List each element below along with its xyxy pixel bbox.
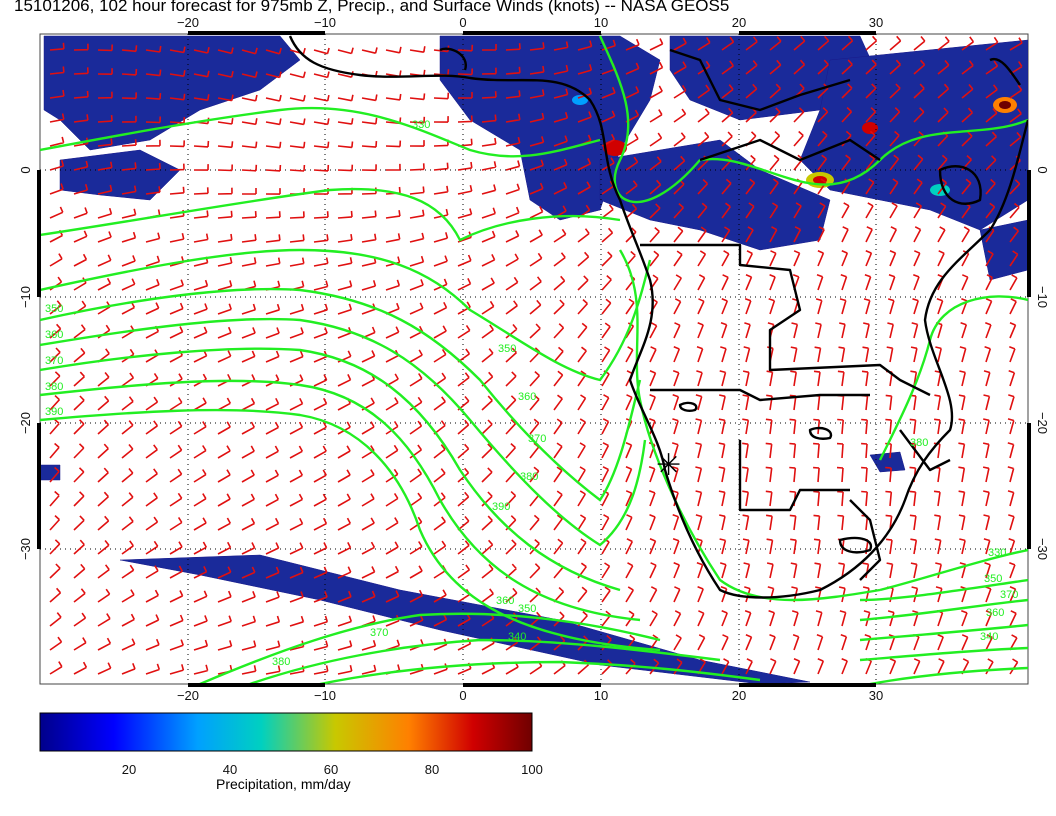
precip-sw [40, 464, 61, 481]
wind-barb-field [49, 35, 1023, 675]
lat-tick-left: 0 [18, 166, 33, 173]
contour-labels: 330 350 360 370 380 390 350 360 370 380 … [45, 119, 1018, 668]
lon-tick-top: 30 [869, 15, 883, 30]
colorbar-tick: 20 [122, 762, 136, 777]
contour-label: 370 [528, 433, 546, 445]
contour-label: 370 [1000, 589, 1018, 601]
colorbar-tick: 60 [324, 762, 338, 777]
lon-tick-top: 20 [732, 15, 746, 30]
lat-tick-right: −30 [1035, 538, 1050, 560]
contour-label: 390 [492, 501, 510, 513]
contour-label: 380 [272, 656, 290, 668]
lat-tick-left: −30 [18, 538, 33, 560]
lon-tick-bottom: 0 [459, 688, 466, 703]
colorbar-ticks: 20 40 60 80 100 [122, 762, 543, 777]
contour-label: 380 [45, 381, 63, 393]
lon-tick-bottom: 30 [869, 688, 883, 703]
colorbar [39, 712, 533, 752]
contour-label: 330 [412, 119, 430, 131]
lon-tick-bottom: −20 [177, 688, 199, 703]
contour-label: 330 [988, 547, 1006, 559]
left-lat-ticks: 0 −10 −20 −30 [18, 166, 33, 560]
top-lon-ticks: −20 −10 0 10 20 30 [177, 15, 883, 30]
contour-label: 370 [45, 355, 63, 367]
right-lat-ticks: 0 −10 −20 −30 [1035, 166, 1050, 560]
precip-congo [599, 139, 831, 251]
lon-tick-top: 0 [459, 15, 466, 30]
contour-label: 340 [980, 631, 998, 643]
contour-label: 390 [45, 406, 63, 418]
coastlines [288, 35, 1028, 599]
contour-label: 380 [910, 437, 928, 449]
contour-label: 360 [45, 329, 63, 341]
wind-barbs [49, 35, 1023, 675]
contour-label: 370 [370, 627, 388, 639]
lat-tick-right: −20 [1035, 412, 1050, 434]
contour-label: 360 [496, 595, 514, 607]
contour-label: 340 [508, 631, 526, 643]
precip-areas [40, 35, 1028, 684]
contour-label: 350 [984, 573, 1002, 585]
lat-tick-right: −10 [1035, 286, 1050, 308]
colorbar-label: Precipitation, mm/day [216, 776, 351, 792]
axis-bars [37, 31, 1031, 687]
contour-label: 360 [986, 607, 1004, 619]
lat-tick-right: 0 [1035, 166, 1050, 173]
lon-tick-top: 10 [594, 15, 608, 30]
colorbar-tick: 40 [223, 762, 237, 777]
lat-tick-left: −10 [18, 286, 33, 308]
lat-tick-left: −20 [18, 412, 33, 434]
lon-tick-bottom: −10 [314, 688, 336, 703]
location-marker: ✳ [656, 449, 682, 482]
contour-label: 380 [520, 471, 538, 483]
colorbar-tick: 100 [521, 762, 543, 777]
lon-tick-top: −20 [177, 15, 199, 30]
lon-tick-top: −10 [314, 15, 336, 30]
bottom-lon-ticks: −20 −10 0 10 20 30 [177, 688, 883, 703]
map-title: 15101206, 102 hour forecast for 975mb Z,… [14, 0, 730, 15]
contour-label: 360 [518, 391, 536, 403]
lon-tick-bottom: 10 [594, 688, 608, 703]
colorbar-tick: 80 [425, 762, 439, 777]
contour-label: 350 [518, 603, 536, 615]
contour-label: 350 [45, 303, 63, 315]
lon-tick-bottom: 20 [732, 688, 746, 703]
contour-label: 350 [498, 343, 516, 355]
